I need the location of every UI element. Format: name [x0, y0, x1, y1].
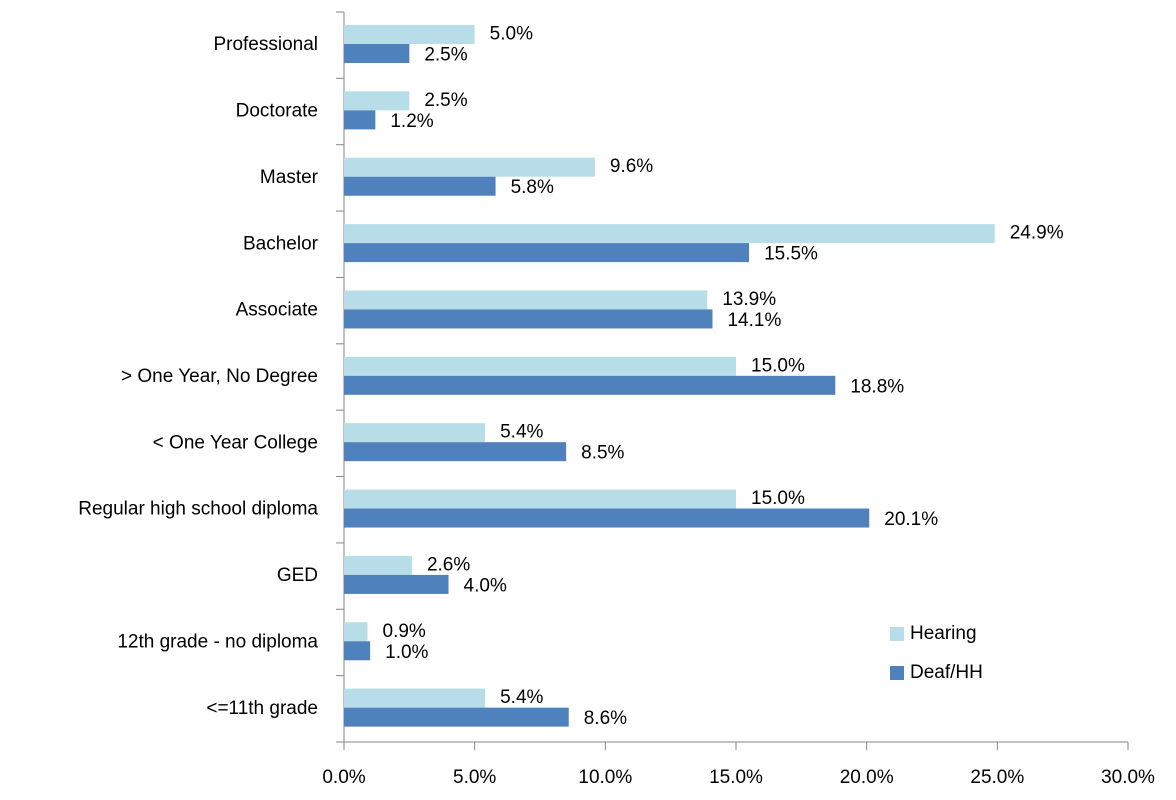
- x-tick-label: 25.0%: [970, 767, 1024, 788]
- bar: [344, 707, 569, 727]
- bar: [344, 25, 475, 44]
- bar: [344, 442, 567, 462]
- bar: [344, 110, 376, 130]
- x-tick-label: 0.0%: [322, 767, 365, 788]
- value-label: 15.0%: [751, 488, 805, 509]
- value-label: 5.0%: [490, 24, 533, 45]
- legend-label: Hearing: [910, 623, 977, 644]
- value-label: 9.6%: [610, 156, 653, 177]
- bar: [344, 243, 750, 263]
- bar: [344, 290, 708, 310]
- value-label: 2.6%: [427, 554, 470, 575]
- y-tick-label: > One Year, No Degree: [121, 366, 318, 387]
- value-label: 20.1%: [884, 509, 938, 530]
- legend-label: Deaf/HH: [910, 662, 983, 683]
- bar: [344, 622, 368, 642]
- value-label: 4.0%: [464, 575, 507, 596]
- y-tick-label: Professional: [213, 34, 318, 55]
- y-tick-label: <=11th grade: [206, 698, 318, 719]
- bar: [344, 224, 995, 244]
- legend-swatch: [890, 666, 904, 680]
- value-label: 24.9%: [1010, 223, 1064, 244]
- bar: [344, 508, 870, 528]
- value-label: 8.5%: [581, 443, 624, 464]
- bar: [344, 356, 736, 376]
- bar: [344, 688, 486, 708]
- legend-swatch: [890, 627, 904, 641]
- bar: [344, 176, 496, 196]
- bar: [344, 574, 449, 594]
- value-label: 15.0%: [751, 355, 805, 376]
- bar: [344, 44, 410, 63]
- bar: [344, 157, 595, 177]
- value-label: 13.9%: [722, 289, 776, 310]
- x-tick-label: 20.0%: [840, 767, 894, 788]
- x-tick-label: 15.0%: [709, 767, 763, 788]
- x-tick-label: 30.0%: [1101, 767, 1155, 788]
- y-tick-label: GED: [277, 565, 318, 586]
- x-tick-label: 5.0%: [453, 767, 496, 788]
- bar: [344, 309, 713, 329]
- value-label: 15.5%: [764, 244, 818, 265]
- bar: [344, 423, 486, 443]
- value-label: 18.8%: [850, 376, 904, 397]
- value-label: 1.2%: [390, 111, 433, 132]
- y-tick-label: Master: [260, 167, 319, 188]
- value-label: 0.9%: [383, 621, 426, 642]
- bar: [344, 375, 836, 395]
- value-label: 2.5%: [424, 90, 467, 111]
- value-label: 2.5%: [424, 45, 467, 66]
- y-tick-label: Bachelor: [243, 233, 319, 254]
- bar: [344, 641, 371, 661]
- value-label: 5.8%: [511, 177, 554, 198]
- value-label: 5.4%: [500, 422, 543, 443]
- y-tick-label: 12th grade - no diploma: [117, 631, 318, 652]
- y-tick-label: Regular high school diploma: [78, 499, 318, 520]
- y-tick-label: Doctorate: [236, 101, 318, 122]
- value-label: 14.1%: [727, 310, 781, 331]
- bar: [344, 489, 736, 509]
- bar: [344, 555, 412, 575]
- x-tick-label: 10.0%: [578, 767, 632, 788]
- value-label: 1.0%: [385, 642, 428, 663]
- value-label: 8.6%: [584, 708, 627, 729]
- value-label: 5.4%: [500, 687, 543, 708]
- y-tick-label: < One Year College: [153, 432, 318, 453]
- bar: [344, 91, 410, 111]
- y-tick-label: Associate: [236, 300, 318, 321]
